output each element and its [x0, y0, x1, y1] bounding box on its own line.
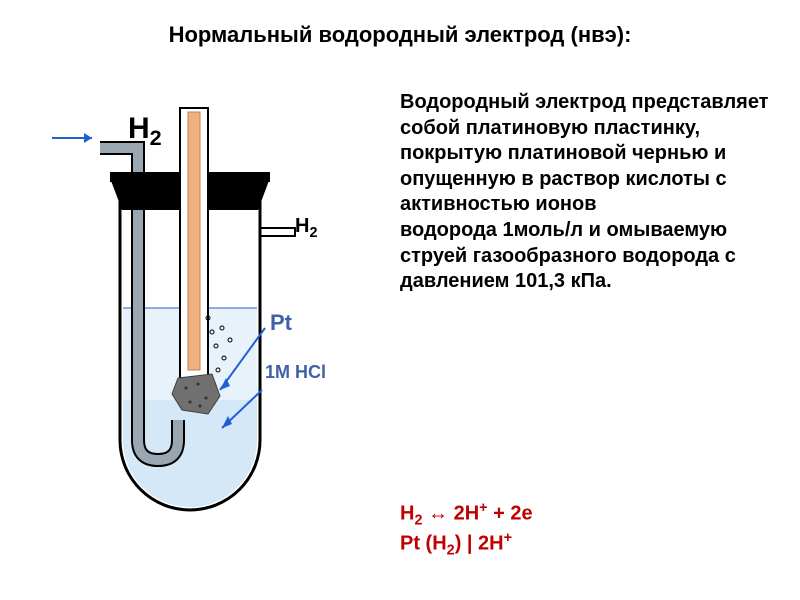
inlet-arrow-icon — [52, 133, 92, 143]
label-h2-out: H2 — [295, 215, 317, 241]
label-h2-big: H2 — [128, 112, 162, 151]
label-hcl: 1M HCl — [265, 362, 326, 383]
equation-2: Pt (H2) | 2H+ — [400, 530, 512, 559]
page-title: Нормальный водородный электрод (нвэ): — [0, 22, 800, 48]
diagram-svg — [40, 100, 380, 560]
electrode-diagram: H2 H2 Pt 1M HCl — [40, 100, 380, 560]
description-text: Водородный электрод представляет собой п… — [400, 90, 770, 295]
equation-1: H2 ↔ 2H+ + 2e — [400, 500, 533, 529]
label-pt: Pt — [270, 310, 292, 336]
electrode-tube — [180, 108, 208, 378]
